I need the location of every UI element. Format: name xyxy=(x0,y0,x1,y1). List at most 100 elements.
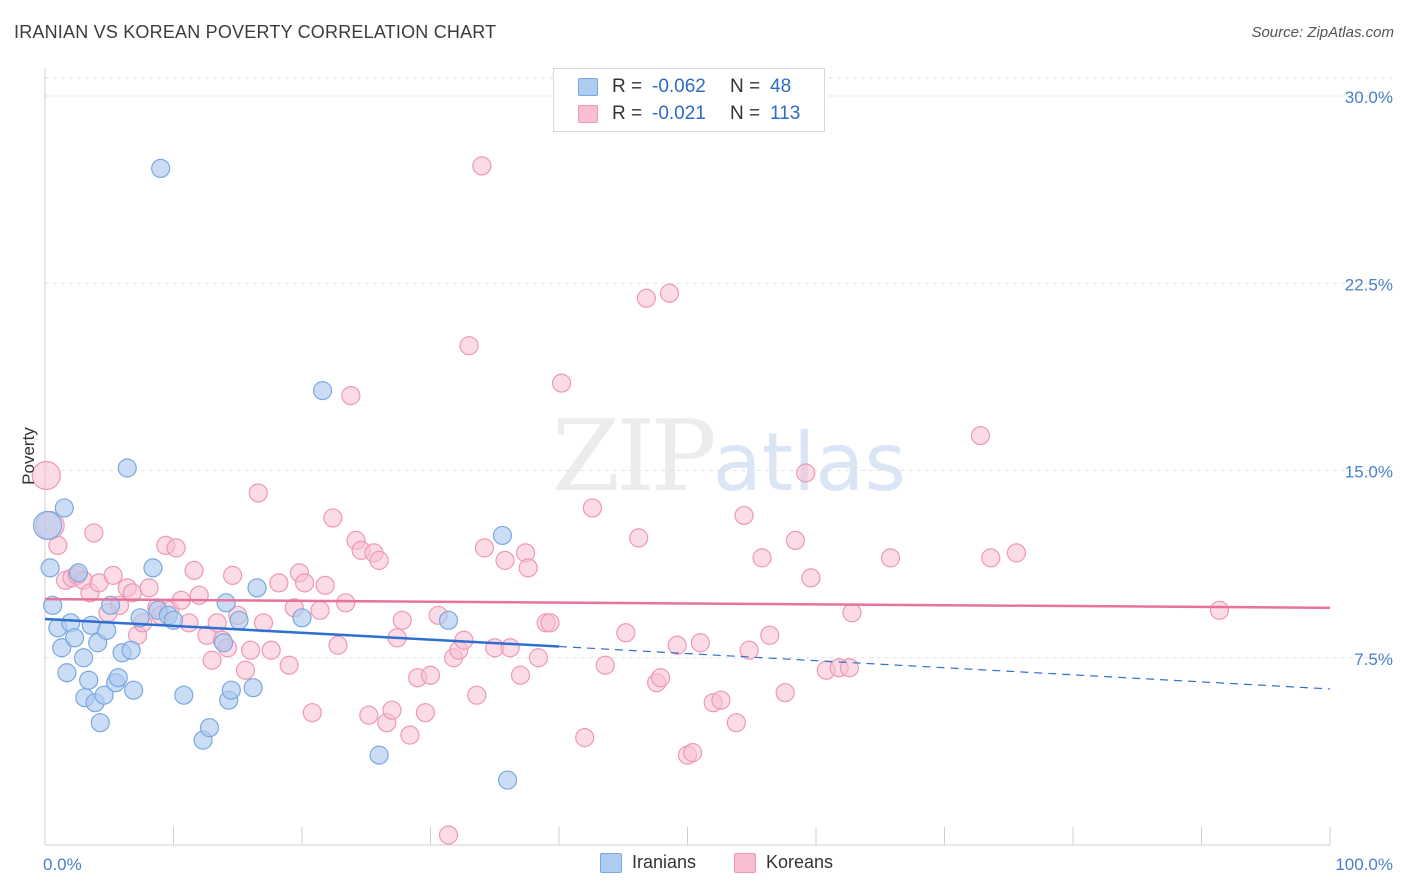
iranians-point-16 xyxy=(94,685,114,705)
koreans-point-47 xyxy=(323,508,343,528)
koreans-legend-swatch xyxy=(734,852,756,873)
koreans-legend-label: Koreans xyxy=(766,852,834,872)
koreans-point-43 xyxy=(294,573,315,593)
koreans-n-label: N = xyxy=(730,103,761,124)
koreans-point-84 xyxy=(582,498,603,518)
koreans-point-22 xyxy=(166,538,186,558)
koreans-point-97 xyxy=(711,690,731,710)
koreans-point-83 xyxy=(575,728,595,748)
iranians-point-15 xyxy=(90,713,110,733)
iranians-n-label: N = xyxy=(730,76,761,97)
koreans-point-91 xyxy=(659,283,680,303)
koreans-point-72 xyxy=(474,538,495,558)
koreans-point-109 xyxy=(839,658,860,678)
koreans-point-101 xyxy=(752,548,772,568)
iranians-n-value: 48 xyxy=(770,76,792,97)
iranians-point-23 xyxy=(121,640,141,660)
y-tick-label-3: 30.0% xyxy=(1345,88,1393,107)
koreans-point-34 xyxy=(235,660,256,680)
iranians-point-17 xyxy=(97,620,117,640)
axes xyxy=(44,68,1331,846)
iranians-point-33 xyxy=(199,718,220,738)
koreans-point-40 xyxy=(279,655,299,675)
koreans-r-value: -0.021 xyxy=(652,103,706,124)
koreans-point-106 xyxy=(801,568,821,588)
iranians-point-26 xyxy=(143,558,163,578)
legend-item-iranians[interactable]: Iranians xyxy=(600,852,696,873)
koreans-point-103 xyxy=(775,683,795,703)
koreans-point-11 xyxy=(103,565,123,585)
iranians-r-label: R = xyxy=(612,76,643,97)
watermark-zip: ZIP xyxy=(552,400,717,514)
iranians-point-39 xyxy=(243,678,263,698)
grid-lines xyxy=(45,77,1392,659)
iranians-point-22 xyxy=(117,458,137,478)
iranians-point-18 xyxy=(100,595,121,615)
iranians-point-45 xyxy=(492,525,513,546)
koreans-point-110 xyxy=(842,603,862,623)
y-axis-label: Poverty xyxy=(19,427,38,485)
koreans-r-label: R = xyxy=(612,103,643,124)
koreans-point-102 xyxy=(760,625,780,645)
axis-labels: 7.5% 15.0% 22.5% 30.0% 0.0% 100.0% Poverty xyxy=(19,88,1393,874)
koreans-point-45 xyxy=(310,600,330,620)
koreans-point-26 xyxy=(189,585,209,605)
koreans-point-35 xyxy=(241,640,261,660)
koreans-point-37 xyxy=(253,613,274,633)
koreans-point-115 xyxy=(1209,600,1230,620)
iranians-trend-line xyxy=(44,617,560,648)
koreans-point-63 xyxy=(420,665,441,685)
iranians-point-5 xyxy=(57,663,77,683)
koreans-point-104 xyxy=(785,530,806,551)
trend-lines xyxy=(44,597,1331,690)
koreans-point-113 xyxy=(981,548,1001,568)
koreans-point-81 xyxy=(540,613,560,633)
koreans-point-39 xyxy=(269,573,289,593)
iranians-point-0 xyxy=(40,558,60,578)
koreans-point-50 xyxy=(341,386,361,406)
koreans-point-46 xyxy=(315,575,335,595)
iranians-point-28 xyxy=(151,158,171,179)
x-tick-label-0: 0.0% xyxy=(43,855,82,874)
koreans-point-36 xyxy=(248,483,268,503)
koreans-point-57 xyxy=(382,700,402,720)
iranians-point-25 xyxy=(130,608,150,628)
iranians-point-38 xyxy=(229,610,249,630)
koreans-point-88 xyxy=(636,288,656,308)
koreans-point-85 xyxy=(595,655,615,675)
stats-legend: R = -0.062 N = 48 R = -0.021 N = 113 xyxy=(553,68,825,132)
iranians-point-4 xyxy=(54,498,74,518)
iranians-point-43 xyxy=(369,745,389,765)
iranians-point-1 xyxy=(43,595,63,615)
koreans-point-99 xyxy=(734,505,754,526)
koreans-point-114 xyxy=(1006,543,1027,563)
koreans-point-94 xyxy=(683,743,703,763)
legend-row-iranians: R = -0.062 N = 48 xyxy=(578,74,791,100)
watermark: ZIPatlas xyxy=(552,400,906,514)
koreans-point-48 xyxy=(328,635,348,655)
koreans-point-112 xyxy=(970,425,991,446)
koreans-point-8 xyxy=(84,523,104,543)
iranians-trend-extension xyxy=(558,645,1331,690)
koreans-trend-line xyxy=(44,597,1331,610)
koreans-swatch xyxy=(578,105,598,123)
iranians-point-46 xyxy=(498,770,518,790)
legend-item-koreans[interactable]: Koreans xyxy=(734,852,833,873)
koreans-point-65 xyxy=(438,825,459,845)
iranians-r-value: -0.062 xyxy=(652,76,706,97)
watermark-atlas: atlas xyxy=(712,416,907,509)
koreans-point-38 xyxy=(261,640,281,660)
koreans-point-105 xyxy=(796,463,816,483)
koreans-point-62 xyxy=(415,703,435,723)
koreans-point-75 xyxy=(500,638,520,658)
koreans-point-17 xyxy=(139,578,159,598)
koreans-point-59 xyxy=(392,610,412,630)
koreans-point-49 xyxy=(336,593,356,613)
koreans-point-82 xyxy=(551,373,572,393)
koreans-point-98 xyxy=(726,713,746,733)
iranians-point-11 xyxy=(79,670,99,690)
koreans-point-53 xyxy=(359,705,379,725)
koreans-point-0 xyxy=(31,460,61,491)
koreans-point-100 xyxy=(739,640,759,660)
iranians-points xyxy=(32,158,518,790)
